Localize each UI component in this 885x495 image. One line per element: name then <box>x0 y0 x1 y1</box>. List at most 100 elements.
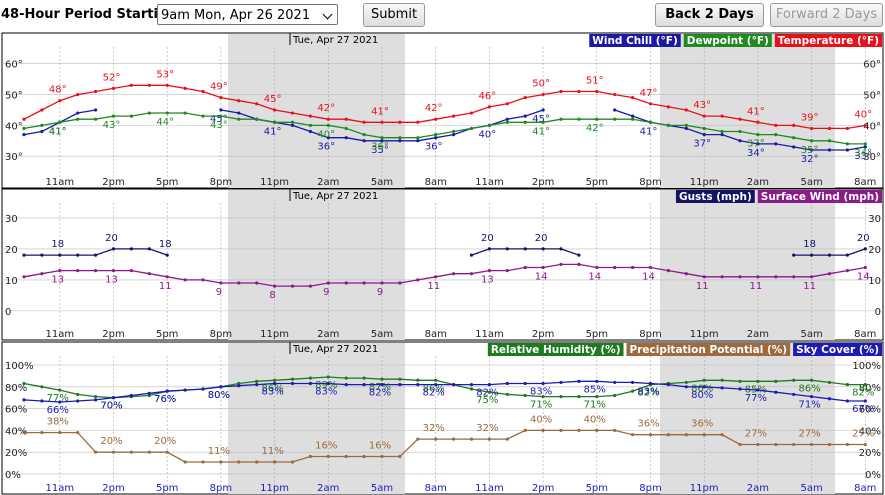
x-tick-label: 2pm <box>532 483 554 494</box>
value-label: 40° <box>854 109 872 120</box>
y-tick-label: 10 <box>5 276 18 287</box>
x-tick-label: 2am <box>317 177 339 188</box>
data-point <box>631 117 635 121</box>
data-point <box>595 395 599 399</box>
x-tick-label: 2am <box>747 483 769 494</box>
x-tick-label: 5am <box>800 329 822 340</box>
data-point <box>452 114 456 118</box>
data-point <box>469 111 474 115</box>
data-point <box>380 281 384 285</box>
data-point <box>487 437 491 441</box>
data-point <box>219 114 223 118</box>
data-point <box>290 460 295 464</box>
data-point <box>666 268 671 273</box>
data-point <box>469 253 474 257</box>
data-point <box>237 117 241 121</box>
data-point <box>76 392 80 397</box>
data-point <box>702 114 706 118</box>
data-point <box>774 275 778 279</box>
series-line <box>24 429 866 463</box>
data-point <box>774 133 778 137</box>
forward-button[interactable]: Forward 2 Days <box>770 3 883 27</box>
data-point <box>469 383 474 387</box>
data-point <box>58 268 62 273</box>
x-tick-label: 8am <box>854 177 876 188</box>
legend-item: Sky Cover (%) <box>793 343 882 356</box>
data-point <box>720 386 724 390</box>
y-tick-label: 100% <box>5 361 34 372</box>
data-point <box>326 117 330 121</box>
value-label: 89% <box>315 380 337 391</box>
value-label: 83% <box>315 387 337 398</box>
submit-button[interactable]: Submit <box>363 3 425 27</box>
data-point <box>308 114 312 118</box>
data-point <box>416 278 420 282</box>
data-point <box>774 379 778 383</box>
data-point <box>344 454 348 459</box>
data-point <box>810 253 814 257</box>
x-tick-label: 11pm <box>690 177 719 188</box>
data-point <box>541 381 545 386</box>
value-label: 82% <box>369 388 391 399</box>
data-point <box>487 268 491 273</box>
x-tick-label: 8am <box>854 483 876 494</box>
data-point <box>380 139 384 143</box>
data-point <box>702 126 706 131</box>
data-point <box>863 142 867 146</box>
data-point <box>559 247 563 251</box>
data-point <box>111 450 116 454</box>
data-point <box>129 268 133 273</box>
value-label: 18 <box>803 239 816 250</box>
value-label: 82% <box>423 388 445 399</box>
data-point <box>201 460 205 464</box>
value-label: 76% <box>154 394 176 405</box>
data-point <box>434 383 438 387</box>
data-point <box>863 383 867 387</box>
y-tick-label: 20% <box>5 448 27 459</box>
data-point <box>469 387 474 391</box>
data-point <box>129 247 133 251</box>
data-point <box>648 433 653 437</box>
night-shade <box>660 190 835 340</box>
data-point <box>702 378 706 382</box>
data-point <box>344 281 348 285</box>
data-point <box>255 383 259 387</box>
data-point <box>326 454 330 459</box>
value-label: 82% <box>637 388 659 399</box>
data-point <box>434 133 438 137</box>
data-point <box>255 379 259 383</box>
legend-label: Surface Wind (mph) <box>761 191 879 203</box>
value-label: 71% <box>584 400 606 411</box>
value-label: 16% <box>369 441 391 452</box>
back-button[interactable]: Back 2 Days <box>655 3 764 27</box>
data-point <box>94 268 98 273</box>
data-point <box>577 89 581 94</box>
value-label: 8 <box>269 290 275 301</box>
data-point <box>613 428 617 432</box>
data-point <box>595 265 599 270</box>
data-point <box>469 272 474 276</box>
data-point <box>308 454 312 459</box>
data-point <box>774 442 778 447</box>
x-tick-label: 8pm <box>639 329 661 340</box>
period-select[interactable]: 9am Mon, Apr 26 2021 <box>157 4 338 25</box>
data-point <box>684 380 688 385</box>
x-tick-label: 11am <box>46 177 75 188</box>
data-point <box>94 450 98 454</box>
data-point <box>452 272 456 276</box>
value-label: 41° <box>532 126 550 137</box>
x-tick-label: 11am <box>46 329 75 340</box>
value-label: 41° <box>49 126 67 137</box>
value-label: 14 <box>588 272 601 283</box>
data-point <box>523 265 527 270</box>
value-label: 52° <box>103 72 121 83</box>
x-tick-label: 8am <box>425 177 447 188</box>
data-point <box>613 108 617 112</box>
data-point <box>505 120 509 124</box>
data-point <box>255 117 259 121</box>
data-point <box>308 284 312 288</box>
value-label: 36° <box>371 142 389 153</box>
data-point <box>219 385 223 389</box>
x-tick-label: 2pm <box>102 483 124 494</box>
